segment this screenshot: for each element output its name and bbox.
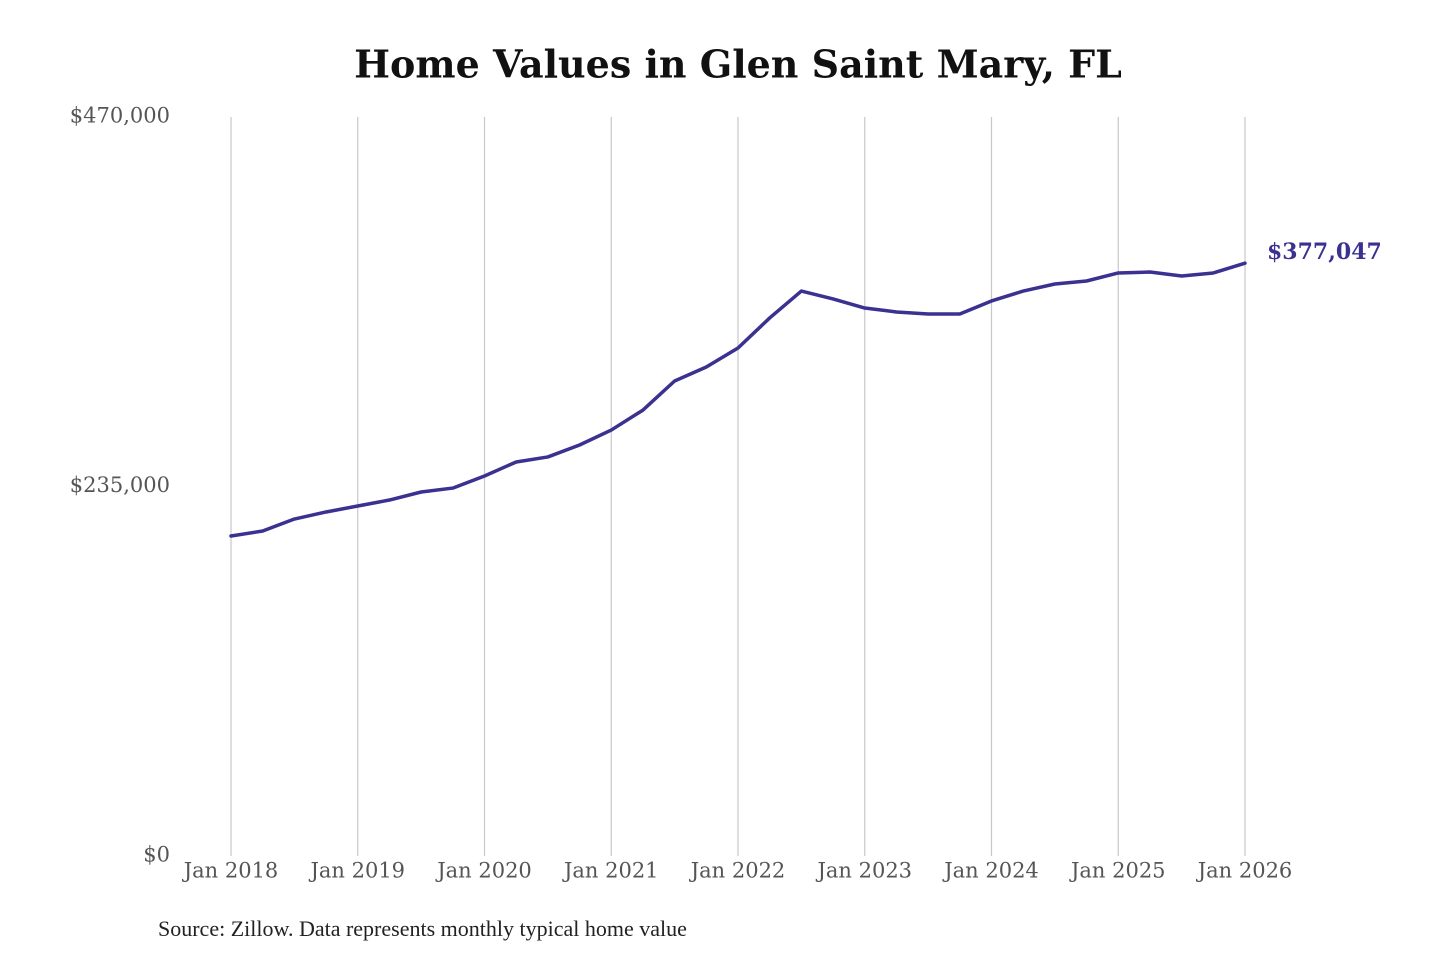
y-tick-label: $0 [143,843,170,867]
x-tick-label: Jan 2025 [1069,859,1166,883]
x-tick-label: Jan 2018 [182,859,279,883]
chart-title: Home Values in Glen Saint Mary, FL [354,42,1122,87]
x-tick-label: Jan 2024 [942,859,1039,883]
y-tick-label: $470,000 [70,104,170,128]
source-note: Source: Zillow. Data represents monthly … [158,916,687,941]
x-tick-label: Jan 2022 [689,859,786,883]
x-tick-label: Jan 2020 [435,859,532,883]
x-tick-label: Jan 2021 [562,859,659,883]
x-tick-label: Jan 2023 [815,859,912,883]
x-tick-label: Jan 2026 [1196,859,1293,883]
y-tick-label: $235,000 [70,473,170,497]
value-label: $377,047 [1267,239,1382,265]
x-tick-label: Jan 2019 [308,859,405,883]
line-series [229,261,1247,538]
